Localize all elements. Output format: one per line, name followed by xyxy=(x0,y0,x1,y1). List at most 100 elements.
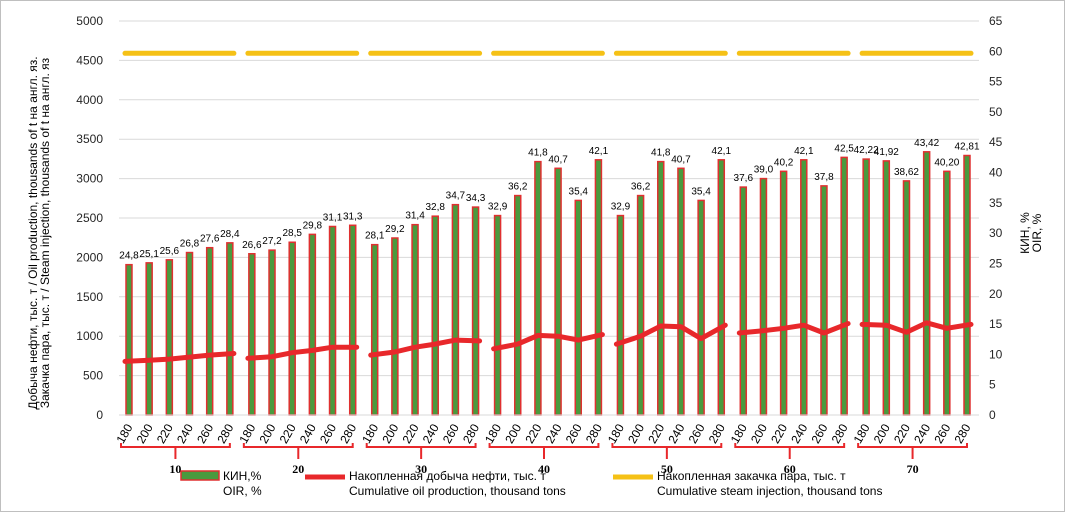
x-tick-label: 220 xyxy=(154,421,176,446)
left-tick-label: 2000 xyxy=(76,250,103,264)
bar-data-label: 26,6 xyxy=(242,240,262,251)
bar-data-label: 24,8 xyxy=(119,251,139,262)
bar xyxy=(574,199,583,416)
x-tick-label: 260 xyxy=(808,421,830,446)
x-group-label: 20 xyxy=(292,462,304,476)
bar xyxy=(677,167,685,416)
bar xyxy=(451,203,460,416)
bar-data-label: 26,8 xyxy=(180,239,200,250)
x-axis: 1802002202402602801018020022024026028020… xyxy=(113,414,979,476)
line-series xyxy=(122,50,974,364)
x-tick-label: 260 xyxy=(563,421,585,446)
legend-label: КИН,% xyxy=(223,469,262,483)
left-axis-ticks: 0 500 1000 1500 2000 2500 3000 3500 4000 4500 5000 xyxy=(76,14,103,422)
grid-lines xyxy=(119,20,979,416)
x-tick-label: 240 xyxy=(543,421,565,446)
bar-data-label: 42,1 xyxy=(794,146,814,157)
x-tick-label: 220 xyxy=(768,421,790,446)
x-tick-label: 220 xyxy=(645,421,667,446)
left-tick-label: 1500 xyxy=(76,290,103,304)
x-tick-label: 280 xyxy=(214,421,236,446)
bar xyxy=(348,224,357,416)
x-group-label: 40 xyxy=(538,462,550,476)
left-tick-label: 4500 xyxy=(76,53,103,67)
oil-production-line xyxy=(245,344,360,361)
x-tick-label: 220 xyxy=(522,421,544,446)
bar-data-label: 28,1 xyxy=(365,231,385,242)
bar-data-label: 32,8 xyxy=(425,202,445,213)
legend: КИН,% OIR, % Накопленная добыча нефти, т… xyxy=(180,469,882,498)
x-tick-label: 240 xyxy=(911,421,933,446)
bar xyxy=(779,170,788,416)
bar-data-label: 25,1 xyxy=(139,249,159,260)
x-tick-label: 280 xyxy=(583,421,605,446)
bar xyxy=(554,167,562,416)
bar xyxy=(759,177,768,416)
bar xyxy=(431,215,439,416)
bar-data-label: 39,0 xyxy=(754,165,774,176)
right-tick-label: 15 xyxy=(989,317,1003,331)
x-tick-label: 180 xyxy=(359,421,381,446)
bar-data-label: 28,5 xyxy=(282,228,302,239)
legend-label: Накопленная добыча нефти, тыс. т xyxy=(349,469,546,483)
bar-data-label: 31,4 xyxy=(405,211,425,222)
x-tick-label: 240 xyxy=(788,421,810,446)
bar xyxy=(308,233,317,416)
bar-data-label: 40,7 xyxy=(548,154,568,165)
data-labels: 24,8 25,1 25,626,8 27,6 28,426,6 27,228,529,8… xyxy=(119,138,980,262)
x-tick-label: 180 xyxy=(728,421,750,446)
bar-data-label: 41,92 xyxy=(874,147,899,158)
right-axis-title-line1: КИН, % xyxy=(1018,212,1032,254)
bar-data-label: 38,62 xyxy=(894,167,919,178)
bar xyxy=(411,223,419,416)
group-bracket xyxy=(120,443,231,448)
oil-production-line xyxy=(122,351,237,364)
x-tick-label: 200 xyxy=(134,421,156,446)
right-tick-label: 35 xyxy=(989,196,1003,210)
oil-production-line xyxy=(859,320,974,335)
bar-data-label: 42,1 xyxy=(712,146,732,157)
bar-data-label: 42,22 xyxy=(854,145,879,156)
right-tick-label: 0 xyxy=(989,408,996,422)
bar xyxy=(616,214,625,416)
x-tick-label: 280 xyxy=(706,421,728,446)
bar-data-label: 40,20 xyxy=(934,157,959,168)
bar xyxy=(268,249,276,416)
group-bracket xyxy=(734,443,846,448)
x-group-label: 30 xyxy=(415,462,427,476)
bar-data-label: 35,4 xyxy=(691,186,711,197)
x-tick-label: 280 xyxy=(460,421,482,446)
group-bracket xyxy=(365,443,477,448)
bar xyxy=(248,253,256,416)
x-tick-label: 260 xyxy=(440,421,462,446)
right-axis-title-line2: OIR, % xyxy=(1030,213,1044,252)
bar xyxy=(328,225,337,416)
legend-swatch-bar xyxy=(180,470,220,481)
legend-label: Cumulative oil production, thousand tons xyxy=(349,484,566,498)
x-tick-label: 200 xyxy=(256,421,278,446)
x-tick-label: 220 xyxy=(400,421,422,446)
bar xyxy=(125,263,133,416)
x-tick-label: 260 xyxy=(317,421,339,446)
bar-data-label: 36,2 xyxy=(631,182,651,193)
bar-data-label: 43,42 xyxy=(914,138,939,149)
bar-data-label: 42,1 xyxy=(589,146,609,157)
oil-production-line xyxy=(491,332,605,352)
bar xyxy=(882,160,891,416)
x-tick-label: 200 xyxy=(871,421,893,446)
bar xyxy=(370,243,379,416)
bar-data-label: 31,1 xyxy=(323,212,343,223)
x-tick-label: 180 xyxy=(851,421,873,446)
bar xyxy=(657,160,665,416)
legend-label: Накопленная закачка пара, тыс. т xyxy=(657,469,846,483)
bar xyxy=(739,186,748,416)
left-tick-label: 2500 xyxy=(76,211,103,225)
group-bracket xyxy=(857,443,968,448)
bar-data-label: 37,8 xyxy=(814,172,834,183)
left-tick-label: 500 xyxy=(83,369,103,383)
x-group-label: 10 xyxy=(169,462,181,476)
right-tick-label: 25 xyxy=(989,256,1003,270)
right-axis-ticks: 0 5 10 15 20 25 30 35 40 45 50 55 60 65 xyxy=(989,14,1003,422)
